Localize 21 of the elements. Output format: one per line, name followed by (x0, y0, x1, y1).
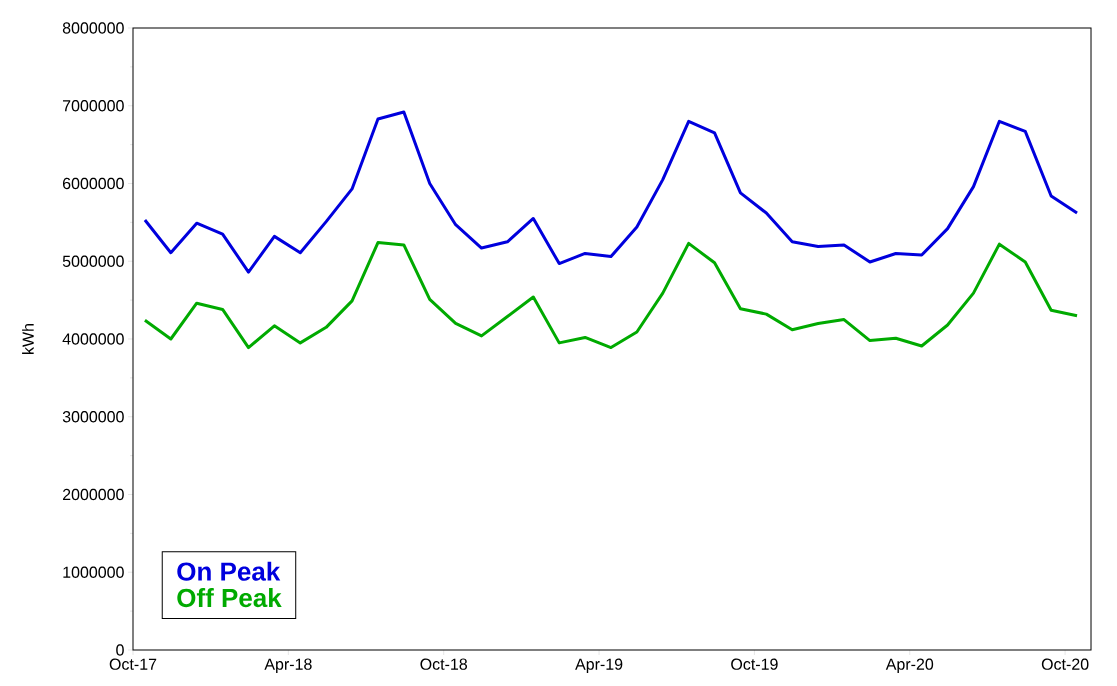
y-tick-label: 6000000 (62, 177, 124, 190)
y-axis-title: kWh (22, 324, 34, 354)
x-tick-label: Oct-20 (1041, 658, 1089, 670)
y-tick-label: 3000000 (62, 411, 124, 423)
text: Off Peak (177, 588, 282, 608)
text: On Peak (177, 561, 281, 581)
y-tick-label: 5000000 (62, 255, 124, 267)
y-tick-label: 8000000 (62, 22, 124, 34)
x-tick-label: Apr-18 (264, 658, 312, 674)
y-tick-label: 1000000 (63, 566, 124, 578)
x-tick-label: Apr-19 (575, 658, 623, 674)
y-tick-label: 4000000 (62, 333, 124, 345)
x-tick-label: Oct-19 (731, 658, 778, 670)
line-series (143, 241, 1079, 350)
x-tick-label: Oct-18 (420, 658, 468, 670)
y-tick-label: 0 (116, 644, 124, 656)
x-tick-label: Apr-20 (885, 658, 934, 674)
y-tick-label: 2000000 (62, 488, 124, 501)
y-tick-label: 7000000 (62, 100, 124, 112)
line-series (143, 110, 1079, 274)
x-tick-label: Oct-17 (109, 658, 157, 670)
